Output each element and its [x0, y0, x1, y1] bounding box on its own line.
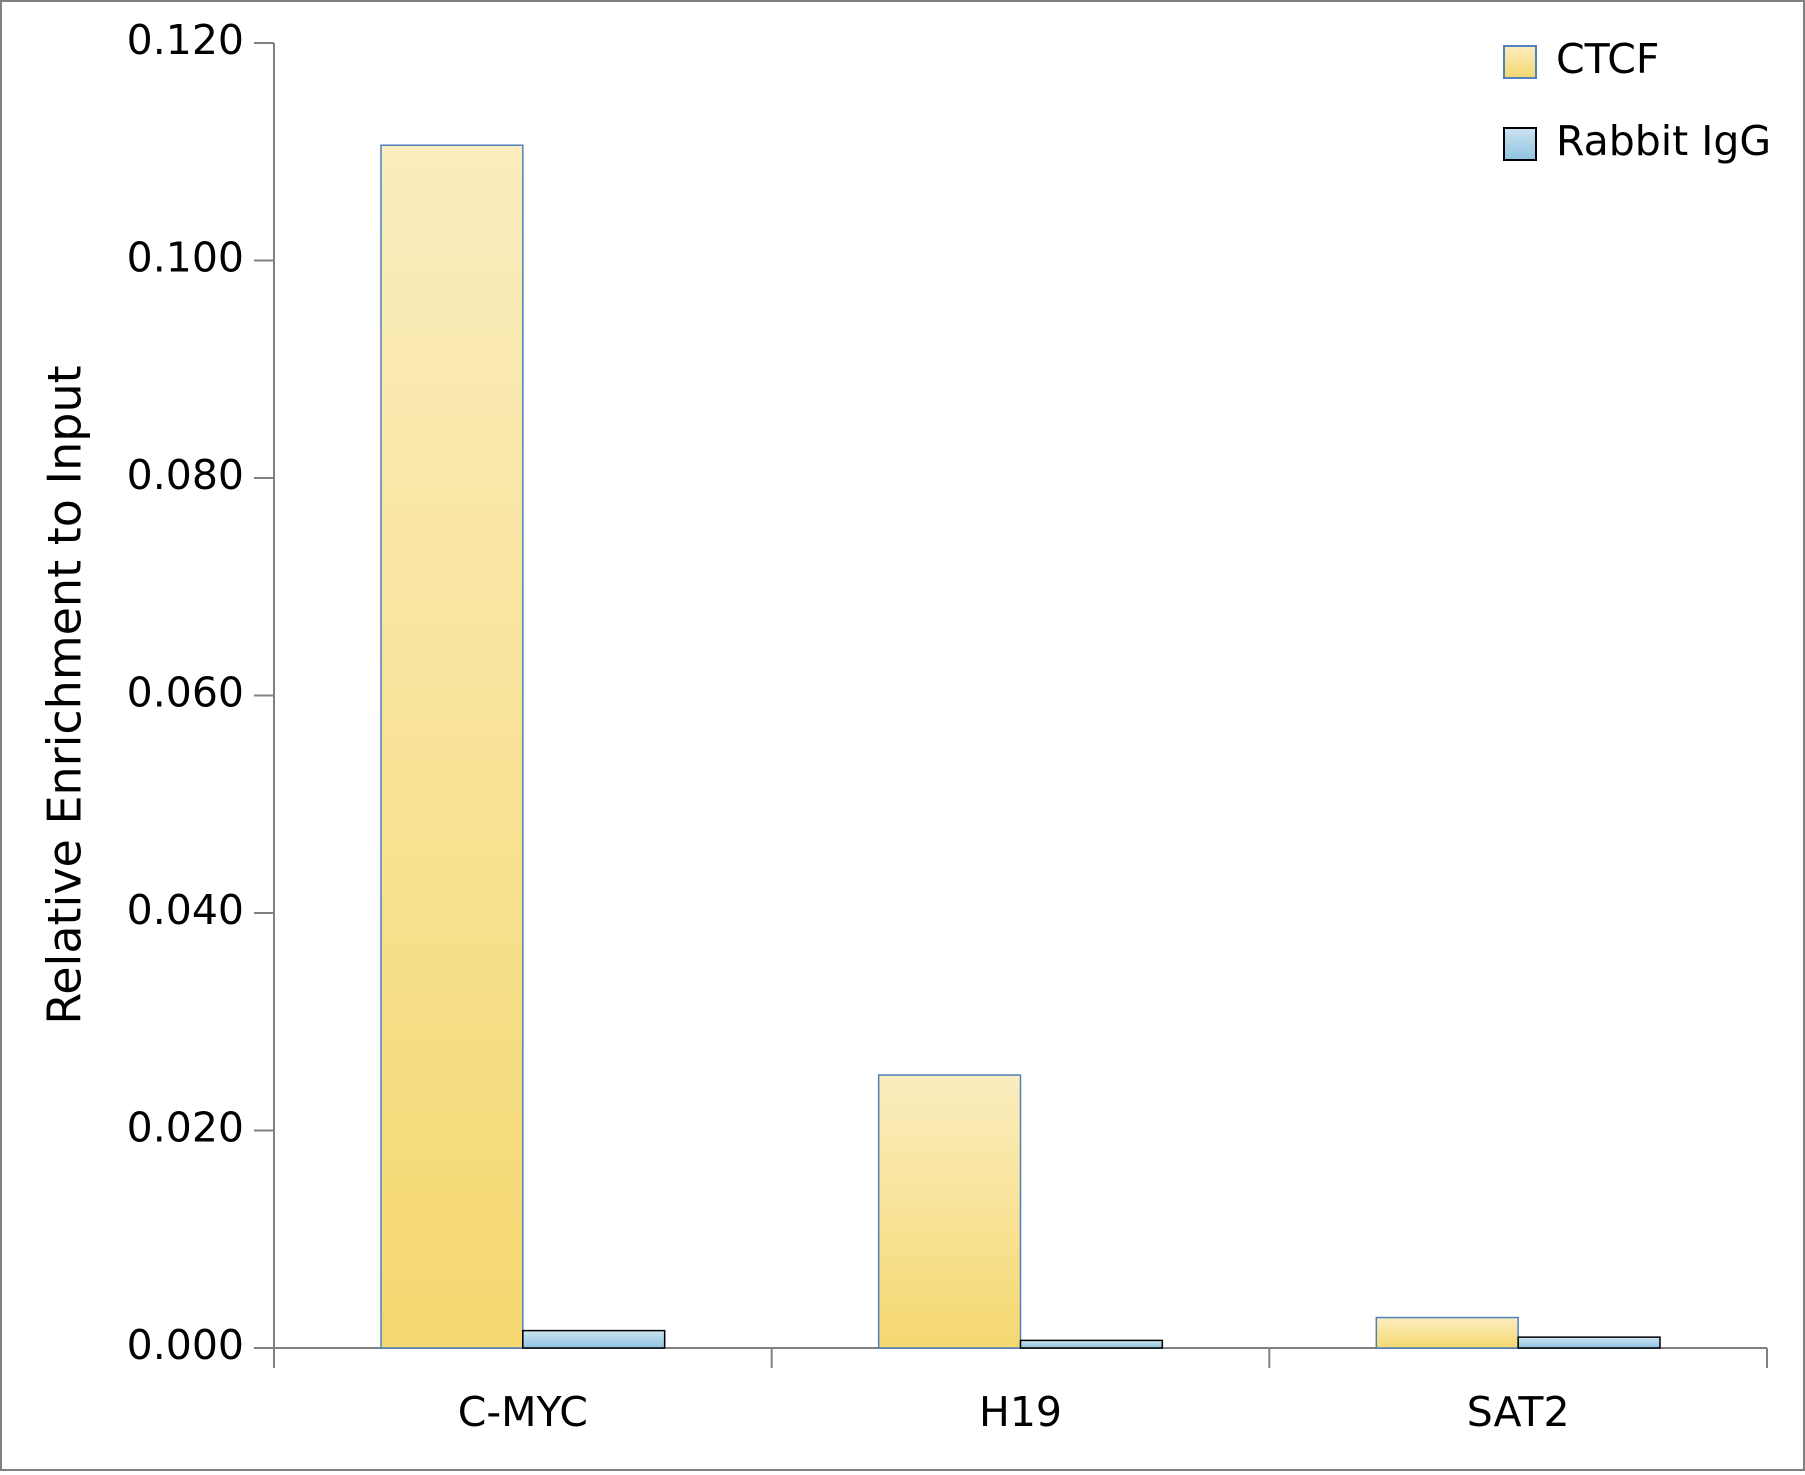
bar [877, 1074, 1022, 1349]
legend-swatch [1503, 127, 1537, 161]
y-axis-label: Relative Enrichment to Input [38, 365, 92, 1024]
bar [522, 1329, 666, 1349]
x-tick-label: SAT2 [1467, 1388, 1570, 1436]
x-tick-label: H19 [979, 1388, 1062, 1436]
y-tick-label: 0.000 [127, 1321, 244, 1369]
legend-label: CTCF [1556, 35, 1659, 83]
bar [1019, 1339, 1164, 1349]
y-tick-label: 0.020 [127, 1104, 244, 1152]
y-tick-label: 0.100 [127, 234, 244, 282]
legend-swatch [1503, 45, 1537, 79]
bar [380, 144, 524, 1349]
y-tick-label: 0.120 [127, 16, 244, 64]
y-tick-label: 0.060 [127, 669, 244, 717]
bar [1517, 1336, 1661, 1349]
bar [1375, 1316, 1519, 1349]
y-tick-label: 0.040 [127, 886, 244, 934]
legend-label: Rabbit IgG [1556, 117, 1771, 165]
y-tick-label: 0.080 [127, 451, 244, 499]
x-tick-label: C-MYC [458, 1388, 588, 1436]
